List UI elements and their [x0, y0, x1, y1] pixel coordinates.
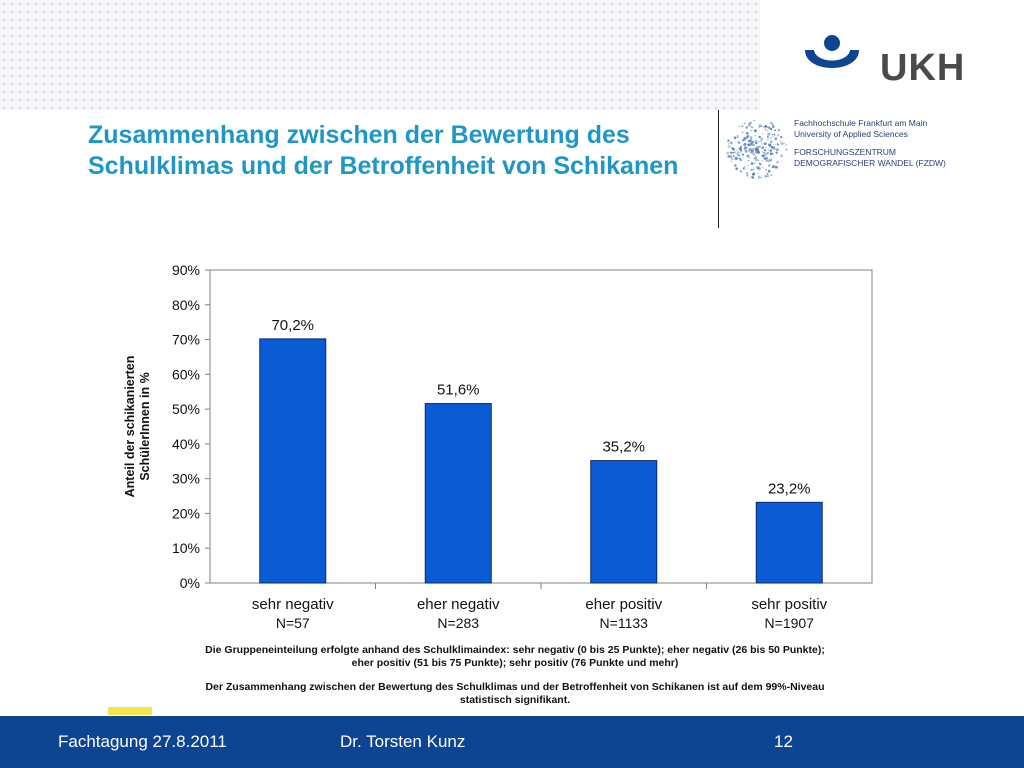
category-label: eher negativ — [417, 596, 500, 613]
value-label: 70,2% — [271, 317, 314, 334]
grouping-caption-line-2: eher positiv (51 bis 75 Punkte); sehr po… — [351, 657, 679, 669]
page-title: Zusammenhang zwischen der Bewertung des … — [88, 121, 679, 180]
footer-bar: Fachtagung 27.8.2011 Dr. Torsten Kunz 12 — [0, 716, 1024, 768]
institution-logo-text: Fachhochschule Frankfurt am Main Univers… — [794, 118, 964, 168]
significance-caption: Der Zusammenhang zwischen der Bewertung … — [130, 681, 900, 707]
ukh-logo-icon — [805, 35, 859, 68]
y-tick-label: 60% — [172, 366, 200, 382]
institution-line-3: FORSCHUNGSZENTRUM — [794, 147, 896, 157]
institution-line-2: University of Applied Sciences — [794, 128, 908, 139]
y-axis-label: Anteil der schikaniertenSchülerInnen in … — [123, 356, 152, 498]
ukh-logo-text: UKH — [880, 47, 966, 89]
institution-line-1: Fachhochschule Frankfurt am Main — [794, 118, 928, 128]
value-label: 23,2% — [768, 480, 811, 497]
y-tick-label: 90% — [172, 262, 200, 278]
category-n-label: N=57 — [276, 615, 310, 631]
bar — [424, 403, 492, 584]
grouping-caption-line-1: Die Gruppeneinteilung erfolgte anhand de… — [205, 644, 825, 656]
footer-author: Dr. Torsten Kunz — [340, 732, 466, 751]
category-label: eher positiv — [585, 596, 662, 613]
institution-line-4: DEMOGRAFISCHER WANDEL (FZDW) — [794, 157, 946, 168]
value-label: 51,6% — [437, 382, 480, 399]
category-n-label: N=1133 — [600, 615, 649, 631]
significance-caption-line-2: statistisch signifikant. — [459, 694, 571, 706]
bar — [590, 460, 658, 584]
decorative-mark — [108, 707, 152, 715]
category-n-label: N=283 — [437, 615, 479, 631]
footer-date: Fachtagung 27.8.2011 — [58, 732, 227, 751]
category-label: sehr negativ — [252, 596, 334, 613]
header-pattern — [0, 0, 760, 110]
category-n-label: N=1907 — [765, 615, 815, 631]
header-divider — [718, 110, 719, 228]
y-tick-label: 50% — [172, 401, 200, 417]
y-tick-label: 0% — [180, 575, 200, 591]
bar — [755, 501, 823, 584]
grouping-caption: Die Gruppeneinteilung erfolgte anhand de… — [130, 644, 900, 670]
y-tick-label: 70% — [172, 332, 200, 348]
page-number: 12 — [774, 732, 793, 751]
category-label: sehr positiv — [751, 596, 827, 613]
y-tick-label: 30% — [172, 471, 200, 487]
y-tick-label: 20% — [172, 505, 200, 521]
y-tick-label: 80% — [172, 297, 200, 313]
bar-chart: 0% 10% 20% 30% 40% 50% 60% 70% 80% 90% Anteil der … — [123, 262, 873, 631]
y-tick-label: 40% — [172, 436, 200, 452]
y-tick-label: 10% — [172, 540, 200, 556]
value-label: 35,2% — [602, 439, 645, 456]
significance-caption-line-1: Der Zusammenhang zwischen der Bewertung … — [205, 681, 825, 693]
bar — [259, 338, 327, 584]
fh-logo-icon — [726, 119, 788, 179]
